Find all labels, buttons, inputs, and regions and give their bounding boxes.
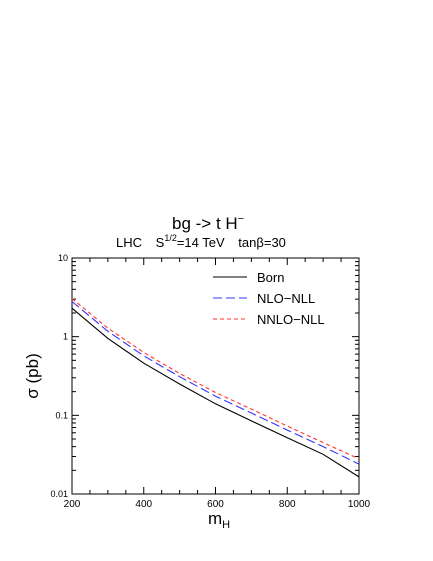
x-tick-label: 1000 xyxy=(348,499,371,510)
chart-title: bg -> t H− xyxy=(172,213,244,233)
legend-label: NNLO−NLL xyxy=(257,312,325,327)
subtitle-energy-prefix: S xyxy=(156,235,165,250)
subtitle-energy-suffix: =14 TeV xyxy=(177,235,225,250)
series-line-born xyxy=(71,307,360,478)
x-tick-label: 800 xyxy=(279,499,296,510)
y-tick-label: 0.1 xyxy=(55,410,68,420)
x-tick-label: 600 xyxy=(207,499,224,510)
y-tick-label: 10 xyxy=(58,253,68,263)
legend-label: NLO−NLL xyxy=(257,291,315,306)
x-tick-label: 400 xyxy=(135,499,152,510)
subtitle-tanb: tanβ=30 xyxy=(238,235,286,250)
plot-frame xyxy=(71,257,360,495)
y-axis-label: σ (pb) xyxy=(23,353,42,398)
y-tick-label: 1 xyxy=(63,332,68,342)
legend: Born NLO−NLL NNLO−NLL xyxy=(213,270,325,327)
title-superscript: − xyxy=(238,213,244,225)
subtitle-energy-sup: 1/2 xyxy=(164,233,177,243)
title-main: bg -> t H xyxy=(172,214,238,233)
x-tick-label: 200 xyxy=(64,499,81,510)
legend-label: Born xyxy=(257,270,284,285)
x-label-sub: H xyxy=(222,519,230,531)
y-axis-ticks: 0.01 0.1 1 10 xyxy=(50,253,359,499)
y-tick-label: 0.01 xyxy=(50,489,68,499)
series-lines xyxy=(71,298,360,478)
chart-subtitle: LHC S1/2=14 TeV tanβ=30 xyxy=(116,233,286,250)
x-axis-label: mH xyxy=(208,509,230,531)
svg-text:bg -> t H−: bg -> t H− xyxy=(172,213,244,233)
svg-text:mH: mH xyxy=(208,509,230,531)
subtitle-collider: LHC xyxy=(116,235,142,250)
series-line-nlo-nll xyxy=(71,301,360,465)
x-label-main: m xyxy=(208,509,222,528)
svg-text:LHC S1/2=14 TeV ta: LHC S1/2=14 TeV tanβ=30 xyxy=(116,233,286,250)
x-axis-ticks: 200 400 600 800 1000 xyxy=(64,258,371,510)
